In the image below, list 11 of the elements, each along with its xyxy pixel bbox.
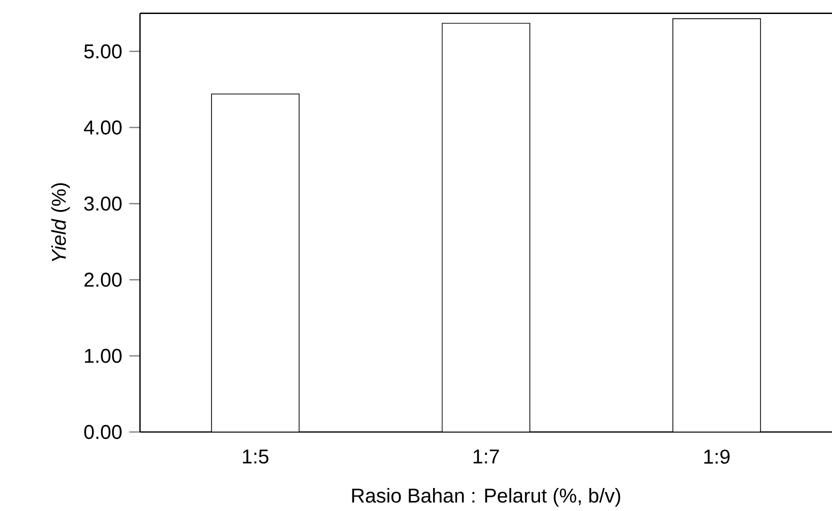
x-tick-label: 1:5 [242,450,268,464]
x-tick-label: 1:9 [704,450,730,464]
x-tick-label: 1:7 [474,450,499,464]
y-tick-label: 1.00 [85,348,122,363]
y-tick-label: 3.00 [84,196,122,211]
y-tick-label: 5.00 [84,44,122,58]
y-tick-label: 0.00 [84,424,122,440]
x-axis-title: Rasio Bahan : Pelarut (%, b/v) [352,488,620,507]
y-axis-title: Yield (%) [51,183,70,262]
y-tick-label: 4.00 [84,120,122,135]
y-tick-label: 2.00 [84,272,122,287]
